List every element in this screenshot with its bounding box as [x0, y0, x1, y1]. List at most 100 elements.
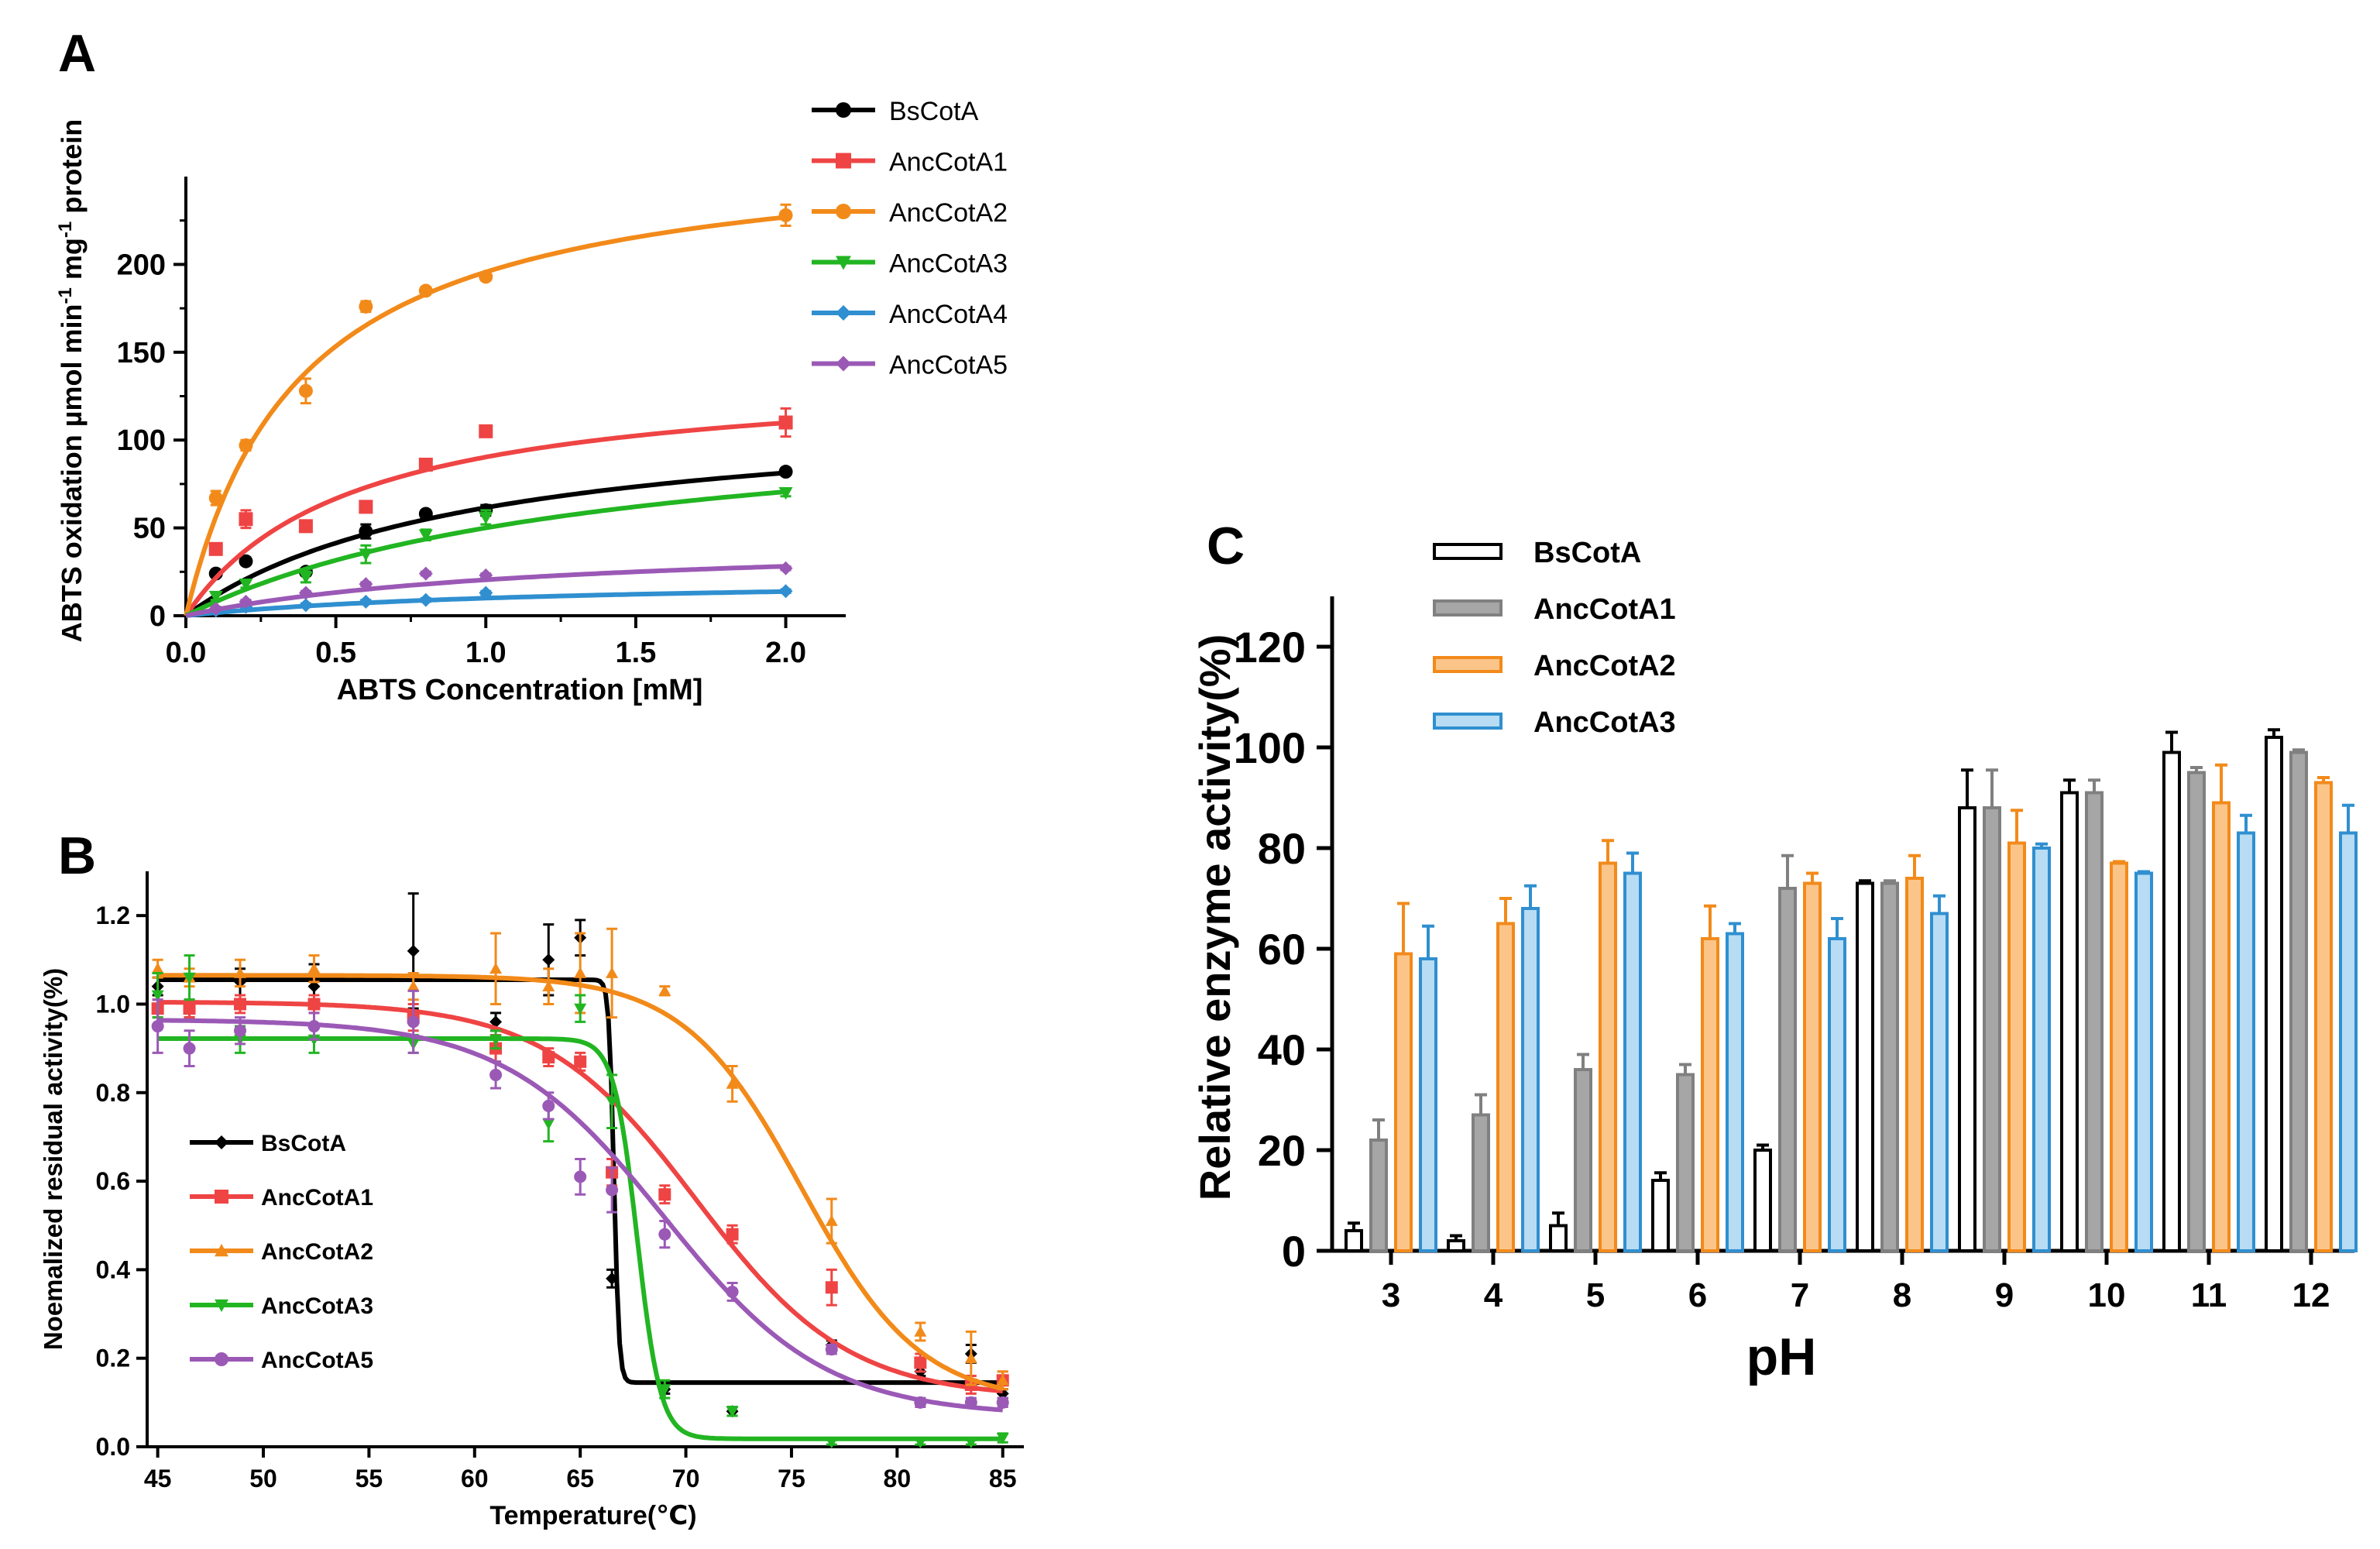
bar	[2339, 831, 2358, 1252]
data-point	[479, 586, 493, 600]
data-point	[574, 1003, 587, 1015]
bar	[2110, 861, 2128, 1252]
error-bar	[1831, 917, 1843, 940]
x-tick-label: 5	[1586, 1276, 1605, 1314]
data-point	[658, 1188, 671, 1201]
data-point	[151, 990, 164, 1002]
error-bar	[1654, 1171, 1667, 1182]
legend-label: AncCotA4	[889, 300, 1008, 329]
x-tick-label: 1.5	[615, 637, 656, 669]
bar	[1930, 912, 1949, 1252]
y-tick-label: 0.2	[96, 1345, 130, 1372]
x-tick-label: 55	[355, 1465, 383, 1492]
error-bar	[1704, 904, 1716, 940]
bar	[2085, 791, 2104, 1252]
data-point	[359, 548, 373, 562]
error-bar	[1908, 853, 1921, 880]
x-tick-label: 65	[566, 1465, 594, 1492]
data-point	[606, 967, 619, 978]
x-tick-label: 50	[249, 1465, 277, 1492]
data-point	[307, 1020, 321, 1033]
bar	[1651, 1179, 1670, 1252]
panel-label-c: C	[1207, 517, 1245, 575]
bar	[1496, 922, 1515, 1252]
panel-label-b: B	[58, 826, 96, 885]
legend-marker	[215, 1190, 228, 1204]
y-tick-label: 0	[149, 600, 166, 633]
x-tick-label: 6	[1688, 1276, 1707, 1314]
bar	[2212, 801, 2231, 1252]
legend-label: AncCotA2	[889, 198, 1008, 228]
data-point	[489, 1068, 503, 1081]
data-point	[183, 1042, 196, 1055]
error-bar	[1986, 768, 1998, 809]
y-axis-title-part: ABTS oxidation µmol min	[56, 304, 88, 642]
data-point	[479, 270, 493, 284]
error-bar	[1499, 897, 1512, 926]
bar	[1983, 806, 2001, 1252]
data-point	[574, 1055, 587, 1068]
data-point	[542, 980, 555, 991]
legend-label: AncCotA3	[889, 249, 1008, 279]
data-point	[574, 967, 587, 978]
bar	[1419, 957, 1437, 1252]
data-point	[574, 1170, 587, 1183]
x-tick-label: 12	[2292, 1276, 2330, 1314]
error-bar	[1422, 924, 1434, 960]
error-bar	[1450, 1234, 1462, 1242]
data-point	[407, 944, 420, 957]
chart-b: 0.0 0.2 0.4 0.6 0.8 1.0 1.2 45 50 55 60 65 70 75 80 85 T…	[39, 871, 1024, 1530]
data-point	[418, 529, 433, 542]
error-bar	[2088, 778, 2100, 795]
error-bar	[2063, 778, 2076, 795]
error-bar	[1806, 871, 1818, 885]
data-point	[825, 1281, 838, 1294]
data-point	[726, 1285, 739, 1298]
data-point	[542, 1118, 555, 1130]
y-axis-title: Noemalized residual activity(%)	[39, 968, 67, 1350]
data-point	[914, 1437, 927, 1449]
y-tick-label: 0.8	[96, 1079, 130, 1107]
data-point	[298, 598, 313, 613]
y-tick-label: 100	[1234, 723, 1306, 772]
legend-swatch	[1433, 543, 1503, 560]
series-anccota2: AncCotA2	[151, 927, 1009, 1391]
legend-label: AncCotA3	[261, 1293, 373, 1319]
y-tick-label: 0	[1282, 1227, 1306, 1276]
legend-label: AncCotA2	[1533, 650, 1676, 682]
error-bar	[1372, 1118, 1385, 1142]
bar	[2060, 791, 2079, 1252]
data-point	[479, 568, 493, 582]
legend-marker	[836, 256, 851, 270]
x-tick-label: 8	[1893, 1276, 1911, 1314]
x-axis-title: ABTS Concentration [mM]	[337, 674, 703, 706]
y-tick-label: 150	[117, 337, 166, 369]
error-bar	[2292, 748, 2305, 754]
error-bar	[1757, 1143, 1769, 1152]
x-tick-label: 70	[672, 1465, 700, 1492]
data-point	[964, 1396, 977, 1409]
legend-marker	[215, 1299, 228, 1312]
data-point	[964, 1352, 977, 1364]
bar	[1753, 1149, 1772, 1252]
data-point	[151, 962, 164, 974]
error-bar	[2113, 860, 2125, 865]
data-point	[298, 571, 313, 585]
x-tick-label: 1.0	[465, 637, 507, 669]
data-point	[298, 383, 313, 398]
data-point	[726, 1228, 739, 1241]
error-bar	[1884, 879, 1896, 885]
data-point	[407, 1015, 420, 1029]
data-point	[825, 1343, 838, 1356]
data-point	[825, 1214, 838, 1226]
error-bar	[2138, 870, 2150, 875]
data-point	[914, 1356, 927, 1369]
series-bscota: BsCotA	[184, 97, 979, 618]
y-tick-label: 60	[1258, 925, 1306, 974]
error-bar	[1602, 839, 1614, 865]
data-point	[239, 594, 253, 609]
x-tick-label: 80	[884, 1465, 912, 1492]
legend-label: AncCotA1	[1533, 593, 1676, 626]
fit-curve-anccota3	[184, 489, 786, 618]
